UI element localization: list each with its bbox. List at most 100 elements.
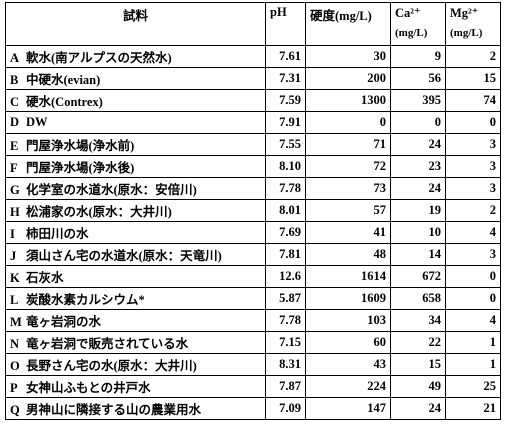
value-cell: 672 bbox=[390, 265, 446, 288]
sample-id: F bbox=[10, 161, 18, 175]
table-row: Q 男神山に隣接する山の農業用水 7.09 147 24 21 bbox=[5, 397, 501, 420]
value-cell: 2 bbox=[445, 199, 501, 222]
sample-id: B bbox=[10, 73, 19, 87]
sample-cell: G 化学室の水道水(原水：安倍川) bbox=[5, 177, 266, 200]
header-text: Ca²⁺ bbox=[395, 6, 421, 20]
sample-cell: F 門屋浄水場(浄水後) bbox=[5, 155, 266, 178]
sample-cell: C 硬水(Contrex) bbox=[5, 89, 266, 112]
value-cell: 7.91 bbox=[265, 111, 306, 134]
value-cell: 7.61 bbox=[265, 45, 306, 68]
value-cell: 7.09 bbox=[265, 397, 306, 420]
table-row: N 竜ヶ岩洞で販売されている水 7.15 60 22 1 bbox=[5, 331, 501, 354]
sample-name: 門屋浄水場(浄水後) bbox=[26, 161, 135, 175]
value-cell: 19 bbox=[390, 199, 446, 222]
value-cell: 22 bbox=[390, 331, 446, 354]
sample-name: 女神山ふもとの井戸水 bbox=[26, 381, 151, 395]
sample-cell: P 女神山ふもとの井戸水 bbox=[5, 375, 266, 398]
value-cell: 5.87 bbox=[265, 287, 306, 310]
sample-cell: Q 男神山に隣接する山の農業用水 bbox=[5, 397, 266, 420]
value-cell: 24 bbox=[390, 177, 446, 200]
table-row: F 門屋浄水場(浄水後) 8.10 72 23 3 bbox=[5, 155, 501, 178]
data-table: 試料 pH 硬度(mg/L) Ca²⁺ (mg/L) Mg²⁺ (mg/L) A 軟水… bbox=[5, 2, 501, 420]
sample-name: 中硬水(evian) bbox=[26, 73, 101, 87]
value-cell: 4 bbox=[445, 309, 501, 332]
value-cell: 658 bbox=[390, 287, 446, 310]
value-cell: 8.01 bbox=[265, 199, 306, 222]
value-cell: 0 bbox=[445, 265, 501, 288]
value-cell: 72 bbox=[305, 155, 391, 178]
value-cell: 9 bbox=[390, 45, 446, 68]
table-row: C 硬水(Contrex) 7.59 1300 395 74 bbox=[5, 89, 501, 112]
value-cell: 7.78 bbox=[265, 177, 306, 200]
sample-id: K bbox=[10, 271, 20, 285]
value-cell: 395 bbox=[390, 89, 446, 112]
header-row: 試料 pH 硬度(mg/L) Ca²⁺ (mg/L) Mg²⁺ (mg/L) bbox=[5, 2, 501, 46]
value-cell: 0 bbox=[305, 111, 391, 134]
value-cell: 0 bbox=[445, 111, 501, 134]
header-unit: (mg/L) bbox=[450, 27, 483, 39]
header-cell: 硬度(mg/L) bbox=[305, 2, 391, 46]
value-cell: 0 bbox=[445, 287, 501, 310]
value-cell: 1300 bbox=[305, 89, 391, 112]
sample-id: O bbox=[10, 359, 20, 373]
sample-name: 石灰水 bbox=[26, 271, 64, 285]
value-cell: 15 bbox=[445, 67, 501, 90]
table-body: A 軟水(南アルプスの天然水) 7.61 30 9 2 B 中硬水(evian) 7.31 200… bbox=[5, 45, 501, 420]
value-cell: 103 bbox=[305, 309, 391, 332]
value-cell: 8.31 bbox=[265, 353, 306, 376]
sample-id: J bbox=[10, 249, 17, 263]
sample-cell: B 中硬水(evian) bbox=[5, 67, 266, 90]
sample-cell: I 柿田川の水 bbox=[5, 221, 266, 244]
header-cell: pH bbox=[265, 2, 306, 46]
table-row: I 柿田川の水 7.69 41 10 4 bbox=[5, 221, 501, 244]
table-row: B 中硬水(evian) 7.31 200 56 15 bbox=[5, 67, 501, 90]
value-cell: 0 bbox=[390, 111, 446, 134]
value-cell: 10 bbox=[390, 221, 446, 244]
value-cell: 8.10 bbox=[265, 155, 306, 178]
table-row: D DW 7.91 0 0 0 bbox=[5, 111, 501, 134]
sample-id: D bbox=[10, 115, 20, 129]
header-text: Mg²⁺ bbox=[450, 6, 479, 20]
value-cell: 3 bbox=[445, 133, 501, 156]
sample-id: A bbox=[10, 51, 20, 65]
value-cell: 74 bbox=[445, 89, 501, 112]
value-cell: 60 bbox=[305, 331, 391, 354]
sample-name: 長野さん宅の水(原水：大井川) bbox=[26, 359, 197, 373]
sample-id: N bbox=[10, 337, 20, 351]
value-cell: 224 bbox=[305, 375, 391, 398]
value-cell: 14 bbox=[390, 243, 446, 266]
header-cell: Mg²⁺ (mg/L) bbox=[445, 2, 501, 46]
header-unit: (mg/L) bbox=[395, 27, 428, 39]
value-cell: 7.78 bbox=[265, 309, 306, 332]
value-cell: 3 bbox=[445, 177, 501, 200]
table-row: O 長野さん宅の水(原水：大井川) 8.31 43 15 1 bbox=[5, 353, 501, 376]
table-row: P 女神山ふもとの井戸水 7.87 224 49 25 bbox=[5, 375, 501, 398]
value-cell: 15 bbox=[390, 353, 446, 376]
sample-name: 須山さん宅の水道水(原水：天竜川) bbox=[26, 249, 222, 263]
value-cell: 1 bbox=[445, 331, 501, 354]
sample-cell: D DW bbox=[5, 111, 266, 134]
value-cell: 1609 bbox=[305, 287, 391, 310]
sample-id: C bbox=[10, 95, 20, 109]
value-cell: 41 bbox=[305, 221, 391, 244]
sample-id: Q bbox=[10, 403, 20, 417]
sample-id: L bbox=[10, 293, 19, 307]
value-cell: 1 bbox=[445, 353, 501, 376]
table-row: L 炭酸水素カルシウム* 5.87 1609 658 0 bbox=[5, 287, 501, 310]
sample-cell: L 炭酸水素カルシウム* bbox=[5, 287, 266, 310]
sample-name: 竜ヶ岩洞の水 bbox=[26, 315, 102, 329]
table-row: E 門屋浄水場(浄水前) 7.55 71 24 3 bbox=[5, 133, 501, 156]
value-cell: 4 bbox=[445, 221, 501, 244]
sample-name: 軟水(南アルプスの天然水) bbox=[26, 51, 172, 65]
sample-name: 化学室の水道水(原水：安倍川) bbox=[26, 183, 197, 197]
sample-name: 門屋浄水場(浄水前) bbox=[26, 139, 135, 153]
value-cell: 2 bbox=[445, 45, 501, 68]
value-cell: 3 bbox=[445, 155, 501, 178]
header-cell: Ca²⁺ (mg/L) bbox=[390, 2, 446, 46]
value-cell: 49 bbox=[390, 375, 446, 398]
sample-name: 松浦家の水(原水：大井川) bbox=[26, 205, 172, 219]
sample-id: P bbox=[10, 381, 18, 395]
sample-id: G bbox=[10, 183, 20, 197]
sample-id: I bbox=[10, 227, 15, 241]
